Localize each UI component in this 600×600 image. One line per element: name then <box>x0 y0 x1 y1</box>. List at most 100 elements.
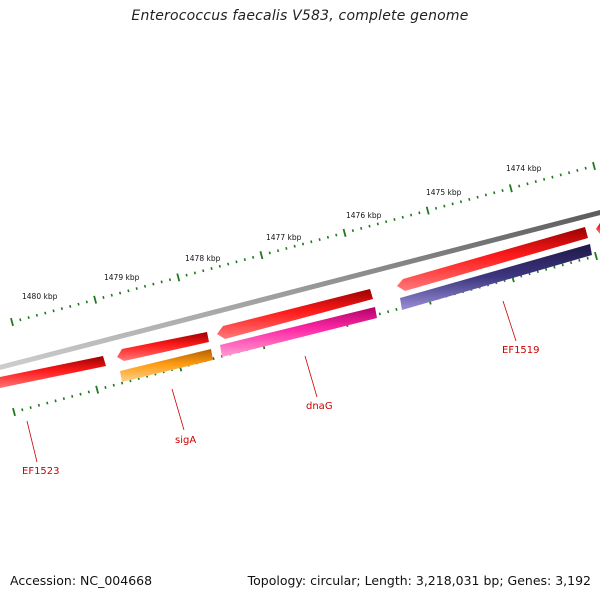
inner-scale-minor-tick <box>29 406 32 410</box>
inner-scale-minor-tick <box>553 265 556 269</box>
gene-EF1523[interactable] <box>0 356 106 389</box>
outer-scale-minor-tick <box>418 211 421 215</box>
outer-scale-major-tick <box>93 295 98 304</box>
outer-scale-minor-tick <box>451 202 454 206</box>
genome-backbone <box>0 209 600 371</box>
outer-scale-minor-tick <box>393 218 396 221</box>
outer-scale-minor-tick <box>484 193 488 197</box>
outer-scale-minor-tick <box>268 251 271 255</box>
inner-scale-minor-tick <box>569 261 573 265</box>
inner-scale-minor-tick <box>578 258 581 262</box>
outer-scale-minor-tick <box>193 271 197 275</box>
scale-label-1474: 1474 kbp <box>506 164 542 173</box>
inner-scale-minor-tick <box>536 270 539 274</box>
outer-scale-minor-tick <box>318 238 321 242</box>
outer-scale-minor-tick <box>160 280 163 284</box>
scale-label-1480: 1480 kbp <box>22 292 58 301</box>
leader-EF1519 <box>502 300 517 342</box>
inner-scale-minor-tick <box>46 401 49 405</box>
outer-scale-major-tick <box>508 184 513 193</box>
outer-scale-minor-tick <box>518 184 521 188</box>
outer-scale-major-tick <box>592 161 596 171</box>
gene-label-sigA: sigA <box>175 435 196 446</box>
outer-scale-minor-tick <box>135 287 138 291</box>
outer-scale-minor-tick <box>443 204 446 208</box>
inner-scale-minor-tick <box>104 386 107 389</box>
outer-scale-minor-tick <box>118 291 122 295</box>
gene-forward-3[interactable] <box>217 289 373 339</box>
outer-scale-minor-tick <box>543 177 546 181</box>
gene-label-EF1519: EF1519 <box>502 345 540 356</box>
outer-scale-minor-tick <box>376 222 379 226</box>
outer-scale-track <box>10 161 596 327</box>
inner-scale-minor-tick <box>378 312 381 316</box>
outer-scale-minor-tick <box>576 168 579 172</box>
outer-scale-minor-tick <box>368 224 371 228</box>
gene-EF1519[interactable] <box>400 244 592 310</box>
accession-text: Accession: NC_004668 <box>10 573 153 588</box>
inner-scale-major-tick <box>594 251 598 261</box>
outer-scale-minor-tick <box>243 258 246 262</box>
outer-scale-minor-tick <box>185 273 188 277</box>
outer-scale-minor-tick <box>434 206 438 210</box>
outer-scale-minor-tick <box>493 191 496 195</box>
scale-label-1478: 1478 kbp <box>185 254 221 263</box>
outer-scale-minor-tick <box>276 249 280 253</box>
outer-scale-minor-tick <box>168 278 172 282</box>
inner-scale-minor-tick <box>561 263 564 267</box>
outer-scale-minor-tick <box>19 318 22 322</box>
outer-scale-minor-tick <box>35 313 39 317</box>
inner-scale-minor-tick <box>79 392 82 396</box>
leader-EF1523 <box>26 420 38 463</box>
outer-scale-major-tick <box>342 228 347 237</box>
inner-scale-minor-tick <box>395 308 398 311</box>
outer-scale-minor-tick <box>409 213 413 217</box>
outer-scale-minor-tick <box>85 300 88 304</box>
outer-scale-minor-tick <box>351 229 354 233</box>
outer-scale-minor-tick <box>584 166 587 170</box>
outer-scale-minor-tick <box>360 226 363 230</box>
outer-scale-minor-tick <box>468 197 471 201</box>
scale-label-1475: 1475 kbp <box>426 188 462 197</box>
outer-scale-major-tick <box>259 251 264 260</box>
gene-forward-5[interactable] <box>596 220 600 234</box>
scale-label-1476: 1476 kbp <box>346 211 382 220</box>
outer-scale-minor-tick <box>310 240 313 244</box>
inner-scale-minor-tick <box>545 267 548 271</box>
outer-scale-minor-tick <box>218 264 221 268</box>
outer-scale-minor-tick <box>202 269 205 273</box>
outer-scale-minor-tick <box>210 267 213 270</box>
outer-scale-minor-tick <box>335 233 338 237</box>
gene-forward-4[interactable] <box>397 227 588 291</box>
inner-scale-minor-tick <box>21 408 24 412</box>
gene-label-dnaG: dnaG <box>306 401 333 412</box>
outer-scale-minor-tick <box>401 215 404 219</box>
outer-scale-minor-tick <box>44 311 47 315</box>
outer-scale-minor-tick <box>235 260 238 264</box>
outer-scale-minor-tick <box>227 262 230 266</box>
outer-scale-minor-tick <box>567 171 571 175</box>
outer-scale-minor-tick <box>60 307 63 311</box>
outer-scale-minor-tick <box>52 309 55 313</box>
outer-scale-minor-tick <box>143 284 147 288</box>
outer-scale-minor-tick <box>77 302 80 306</box>
inner-scale-minor-tick <box>112 383 115 387</box>
scale-label-1479: 1479 kbp <box>104 273 140 282</box>
outer-scale-major-tick <box>176 273 181 282</box>
outer-scale-minor-tick <box>526 182 529 186</box>
scale-label-1477: 1477 kbp <box>266 233 302 242</box>
inner-scale-minor-tick <box>54 399 57 403</box>
inner-scale-minor-tick <box>71 394 74 398</box>
outer-scale-minor-tick <box>534 180 537 184</box>
outer-scale-minor-tick <box>476 195 479 199</box>
outer-scale-major-tick <box>10 317 14 327</box>
gene-dnaG[interactable] <box>220 307 377 357</box>
gene-forward-2[interactable] <box>117 332 209 361</box>
outer-scale-minor-tick <box>69 304 72 308</box>
outer-scale-minor-tick <box>301 242 305 246</box>
gene-sigA[interactable] <box>120 349 213 382</box>
outer-scale-minor-tick <box>110 293 113 297</box>
leader-sigA <box>171 388 185 431</box>
inner-scale-major-tick <box>12 407 16 417</box>
